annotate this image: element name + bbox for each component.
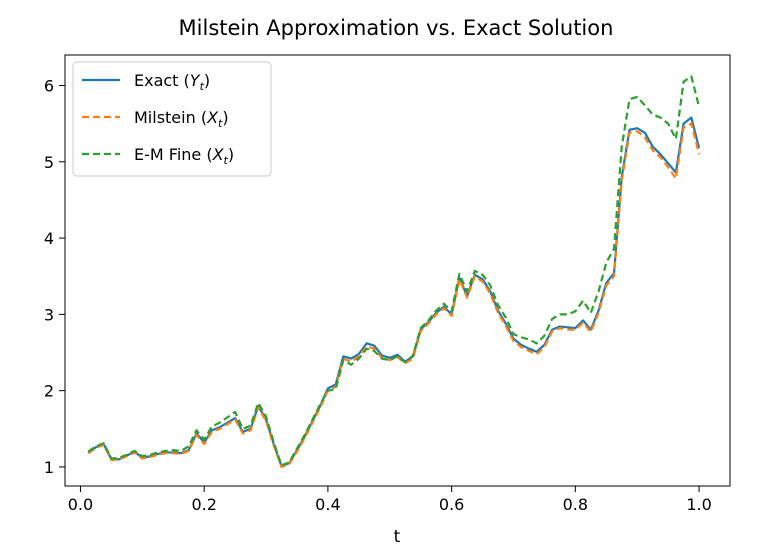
y-tick-label: 1 [44,458,54,477]
legend: Exact (Yt)Milstein (Xt)E-M Fine (Xt) [72,61,272,177]
legend-label-var: Y [190,71,201,90]
axis-ticks: 0.0 0.2 0.4 0.6 0.8 1.0 1 2 3 4 5 6 [44,77,712,514]
y-tick-label: 3 [44,305,54,324]
legend-label: Milstein (Xt) [134,108,229,130]
legend-box [72,61,272,177]
legend-label-sub: t [200,80,205,93]
x-tick-label: 0.8 [563,495,588,514]
x-tick-label: 0.4 [315,495,340,514]
x-axis-label: t [394,527,401,547]
plot-frame [64,54,731,487]
x-tick-label: 0.6 [439,495,464,514]
x-tick-label: 1.0 [686,495,711,514]
legend-label-close: ) [204,71,210,90]
data-lines [87,75,701,469]
series-line-3 [87,75,701,467]
legend-label-main: Milstein ( [134,108,207,127]
y-tick-label: 6 [44,77,54,96]
legend-label-var: X [206,108,219,127]
x-tick-label: 0.2 [191,495,216,514]
x-tick-label: 0.0 [68,495,93,514]
chart-title: Milstein Approximation vs. Exact Solutio… [179,16,614,40]
legend-label-close: ) [222,108,228,127]
legend-label: E-M Fine (Xt) [134,145,234,167]
y-tick-label: 4 [44,229,54,248]
legend-label-sub: t [218,117,223,130]
legend-label-sub: t [224,154,229,167]
legend-label: Exact (Yt) [134,71,210,93]
y-tick-label: 5 [44,153,54,172]
legend-label-main: Exact ( [134,71,190,90]
series-line-2 [87,122,701,469]
y-tick-label: 2 [44,382,54,401]
legend-label-close: ) [228,145,234,164]
legend-label-var: X [212,145,225,164]
legend-label-main: E-M Fine ( [134,145,213,164]
